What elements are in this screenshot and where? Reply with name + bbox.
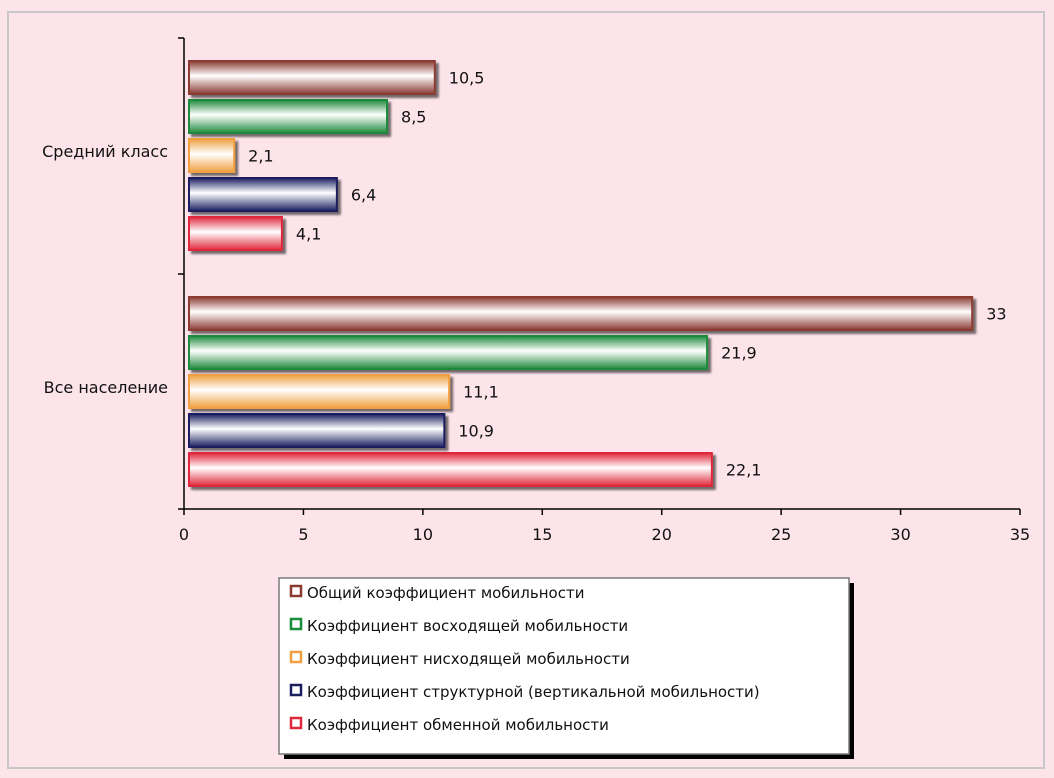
bar [188,452,713,487]
category-label: Все население [44,378,168,397]
x-tick-label: 5 [298,525,308,544]
x-tick-label: 35 [1010,525,1030,544]
data-label: 22,1 [726,461,762,480]
bar [188,60,436,95]
legend-entry: Коэффициент структурной (вертикальной мо… [307,683,760,701]
legend: Общий коэффициент мобильности Коэффициент… [278,577,854,759]
data-label: 10,5 [449,69,485,88]
bar [188,296,974,331]
data-label: 11,1 [463,383,499,402]
category-label: Средний класс [42,142,168,161]
data-label: 21,9 [721,344,757,363]
legend-entry: Коэффициент обменной мобильности [307,716,609,734]
bar [188,99,389,134]
legend-swatch [289,617,303,631]
data-label: 10,9 [458,422,494,441]
legend-swatch [289,716,303,730]
legend-box [278,577,850,755]
x-tick-label: 0 [179,525,189,544]
bars-group [188,60,974,487]
chart-frame [7,11,1045,769]
legend-swatch [289,650,303,664]
bar [188,413,446,448]
bar [188,374,451,409]
data-label: 33 [986,305,1006,324]
x-tick-label: 30 [890,525,910,544]
bar [188,138,236,173]
legend-swatch [289,584,303,598]
data-label: 2,1 [248,147,273,166]
legend-swatch [289,683,303,697]
bar [188,177,338,212]
data-label: 8,5 [401,108,426,127]
x-tick-label: 20 [652,525,672,544]
x-tick-label: 15 [532,525,552,544]
legend-entry: Коэффициент восходящей мобильности [307,617,628,635]
value-labels: 10,5 8,5 2,1 6,4 4,1 33 21,9 11,1 10,9 22,1 [248,69,1006,480]
bar [188,335,709,370]
data-label: 6,4 [351,186,376,205]
legend-entry: Коэффициент нисходящей мобильности [307,650,630,668]
data-label: 4,1 [296,225,321,244]
legend-entry: Общий коэффициент мобильности [307,584,584,602]
bar [188,216,283,251]
x-tick-label: 25 [771,525,791,544]
x-tick-label: 10 [413,525,433,544]
axes: 0 5 10 15 20 25 30 35 Средний класс Все население [42,37,1030,544]
